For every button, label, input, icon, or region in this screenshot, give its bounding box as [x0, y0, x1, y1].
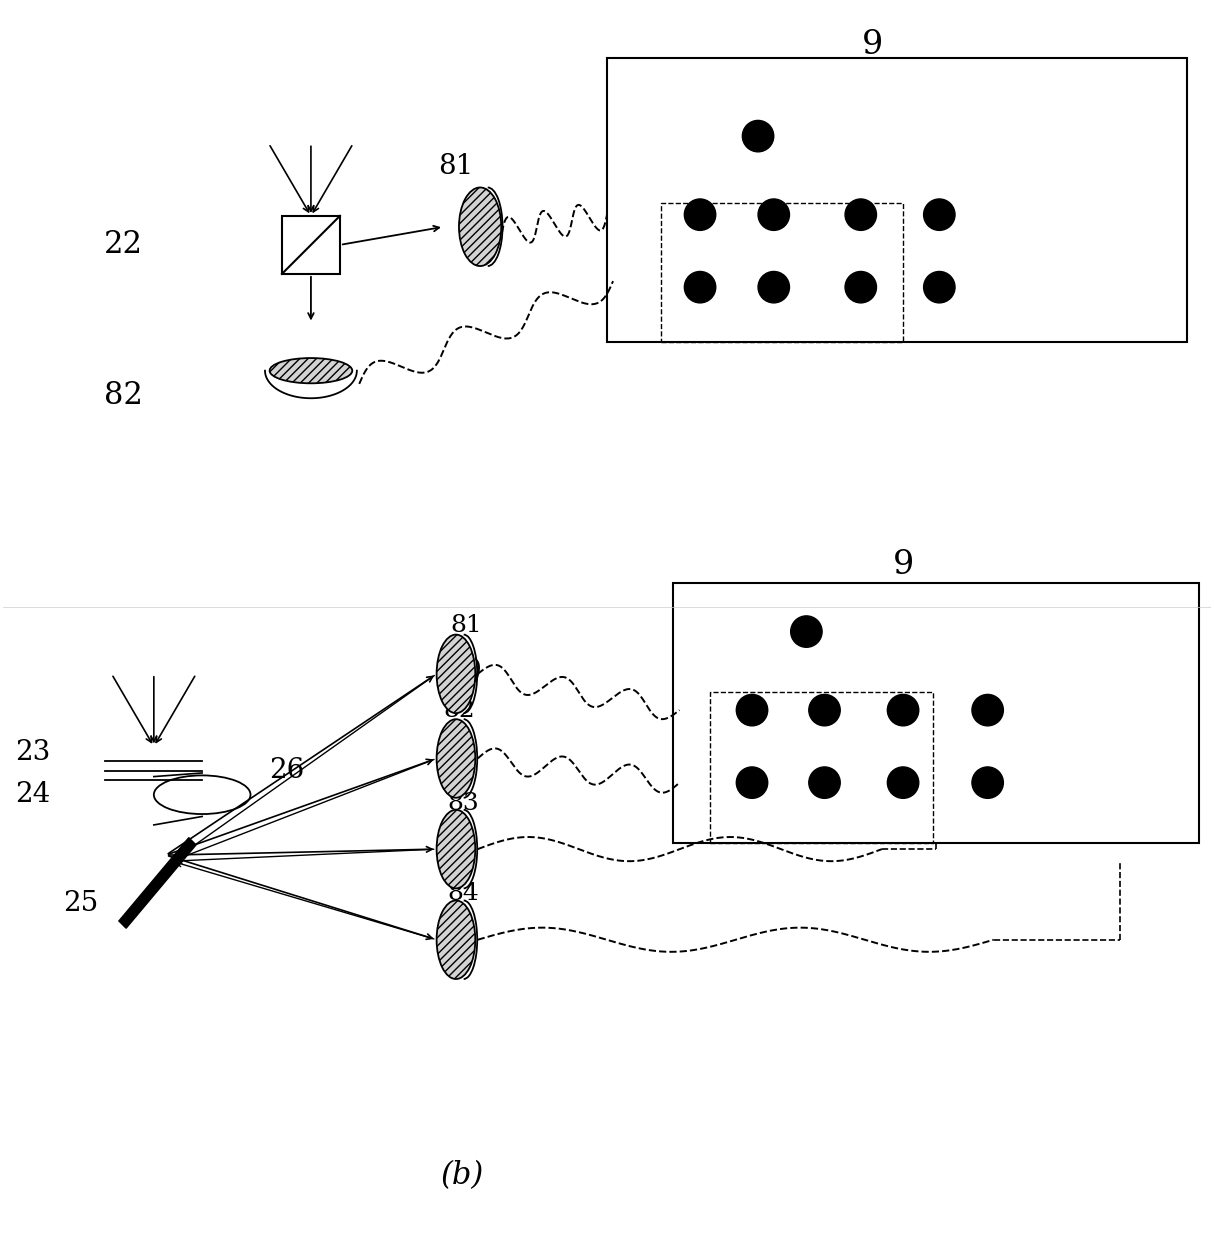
Bar	[662, 203, 903, 342]
Circle shape	[790, 616, 822, 647]
Text: 9: 9	[892, 549, 914, 581]
Text: (b): (b)	[441, 1160, 483, 1191]
Circle shape	[924, 271, 955, 302]
Ellipse shape	[270, 358, 352, 383]
Ellipse shape	[437, 901, 475, 979]
Circle shape	[845, 199, 877, 230]
Bar	[282, 216, 340, 274]
Circle shape	[685, 271, 716, 302]
Ellipse shape	[437, 719, 475, 798]
Ellipse shape	[154, 776, 250, 814]
Polygon shape	[119, 838, 195, 928]
Text: 81: 81	[450, 615, 482, 637]
Circle shape	[737, 694, 767, 726]
Text: 9: 9	[862, 30, 884, 62]
Text: 23: 23	[15, 738, 50, 766]
Circle shape	[972, 694, 1003, 726]
Ellipse shape	[437, 810, 475, 888]
Circle shape	[887, 767, 919, 798]
Ellipse shape	[437, 634, 475, 714]
Circle shape	[758, 271, 789, 302]
Circle shape	[972, 767, 1003, 798]
Bar	[607, 57, 1187, 342]
Text: 83: 83	[448, 792, 480, 815]
Bar	[674, 584, 1199, 843]
Ellipse shape	[459, 187, 501, 266]
Text: 26: 26	[268, 757, 304, 784]
Text: 24: 24	[15, 782, 50, 808]
Circle shape	[887, 694, 919, 726]
Circle shape	[685, 199, 716, 230]
Bar	[710, 693, 934, 843]
Circle shape	[809, 767, 840, 798]
Text: 22: 22	[104, 229, 143, 260]
Text: 82: 82	[104, 380, 143, 411]
Circle shape	[845, 271, 877, 302]
Text: (a): (a)	[441, 658, 483, 689]
Circle shape	[924, 199, 955, 230]
Text: 25: 25	[63, 890, 98, 917]
Circle shape	[737, 767, 767, 798]
Circle shape	[809, 694, 840, 726]
Circle shape	[742, 120, 773, 152]
Text: 82: 82	[444, 699, 476, 721]
Text: 84: 84	[448, 882, 480, 906]
Circle shape	[758, 199, 789, 230]
Text: 81: 81	[438, 152, 473, 180]
